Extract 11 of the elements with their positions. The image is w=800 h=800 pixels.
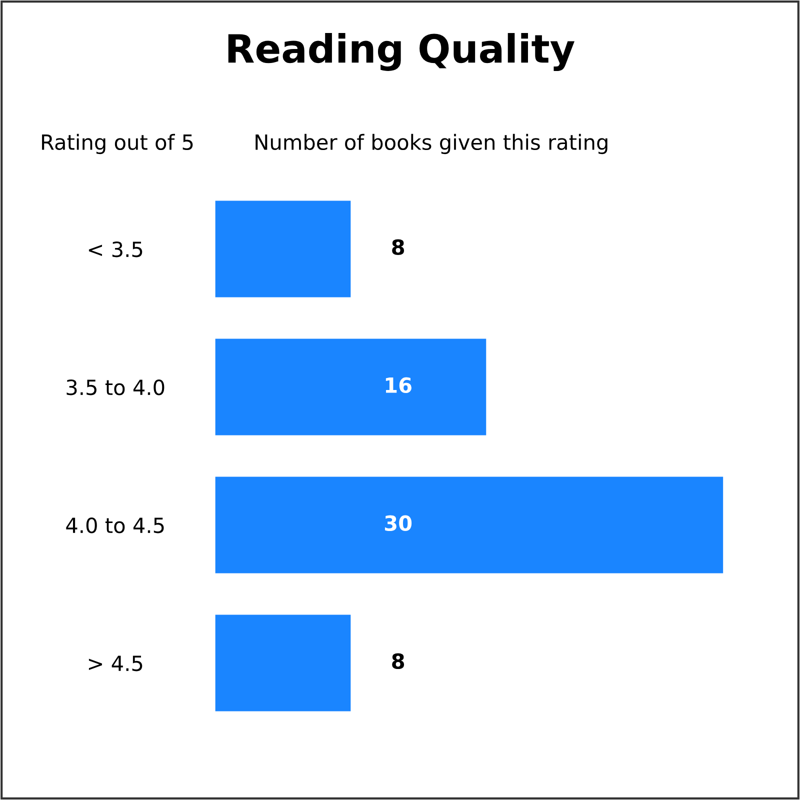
- data-label: 16: [386, 377, 412, 394]
- data-label: 30: [384, 515, 412, 532]
- chart-title: Reading Quality: [228, 33, 574, 71]
- y-tick-label: 4.0 to 4.5: [66, 517, 164, 534]
- y-axis-title: Rating out of 5: [42, 134, 193, 154]
- y-tick-label: > 4.5: [88, 656, 142, 672]
- x-axis-title: Number of books given this rating: [256, 134, 608, 154]
- data-label: 8: [392, 239, 404, 256]
- y-tick-label: 3.5 to 4.0: [66, 379, 164, 396]
- y-tick-label: < 3.5: [88, 241, 142, 258]
- data-label: 8: [392, 653, 404, 670]
